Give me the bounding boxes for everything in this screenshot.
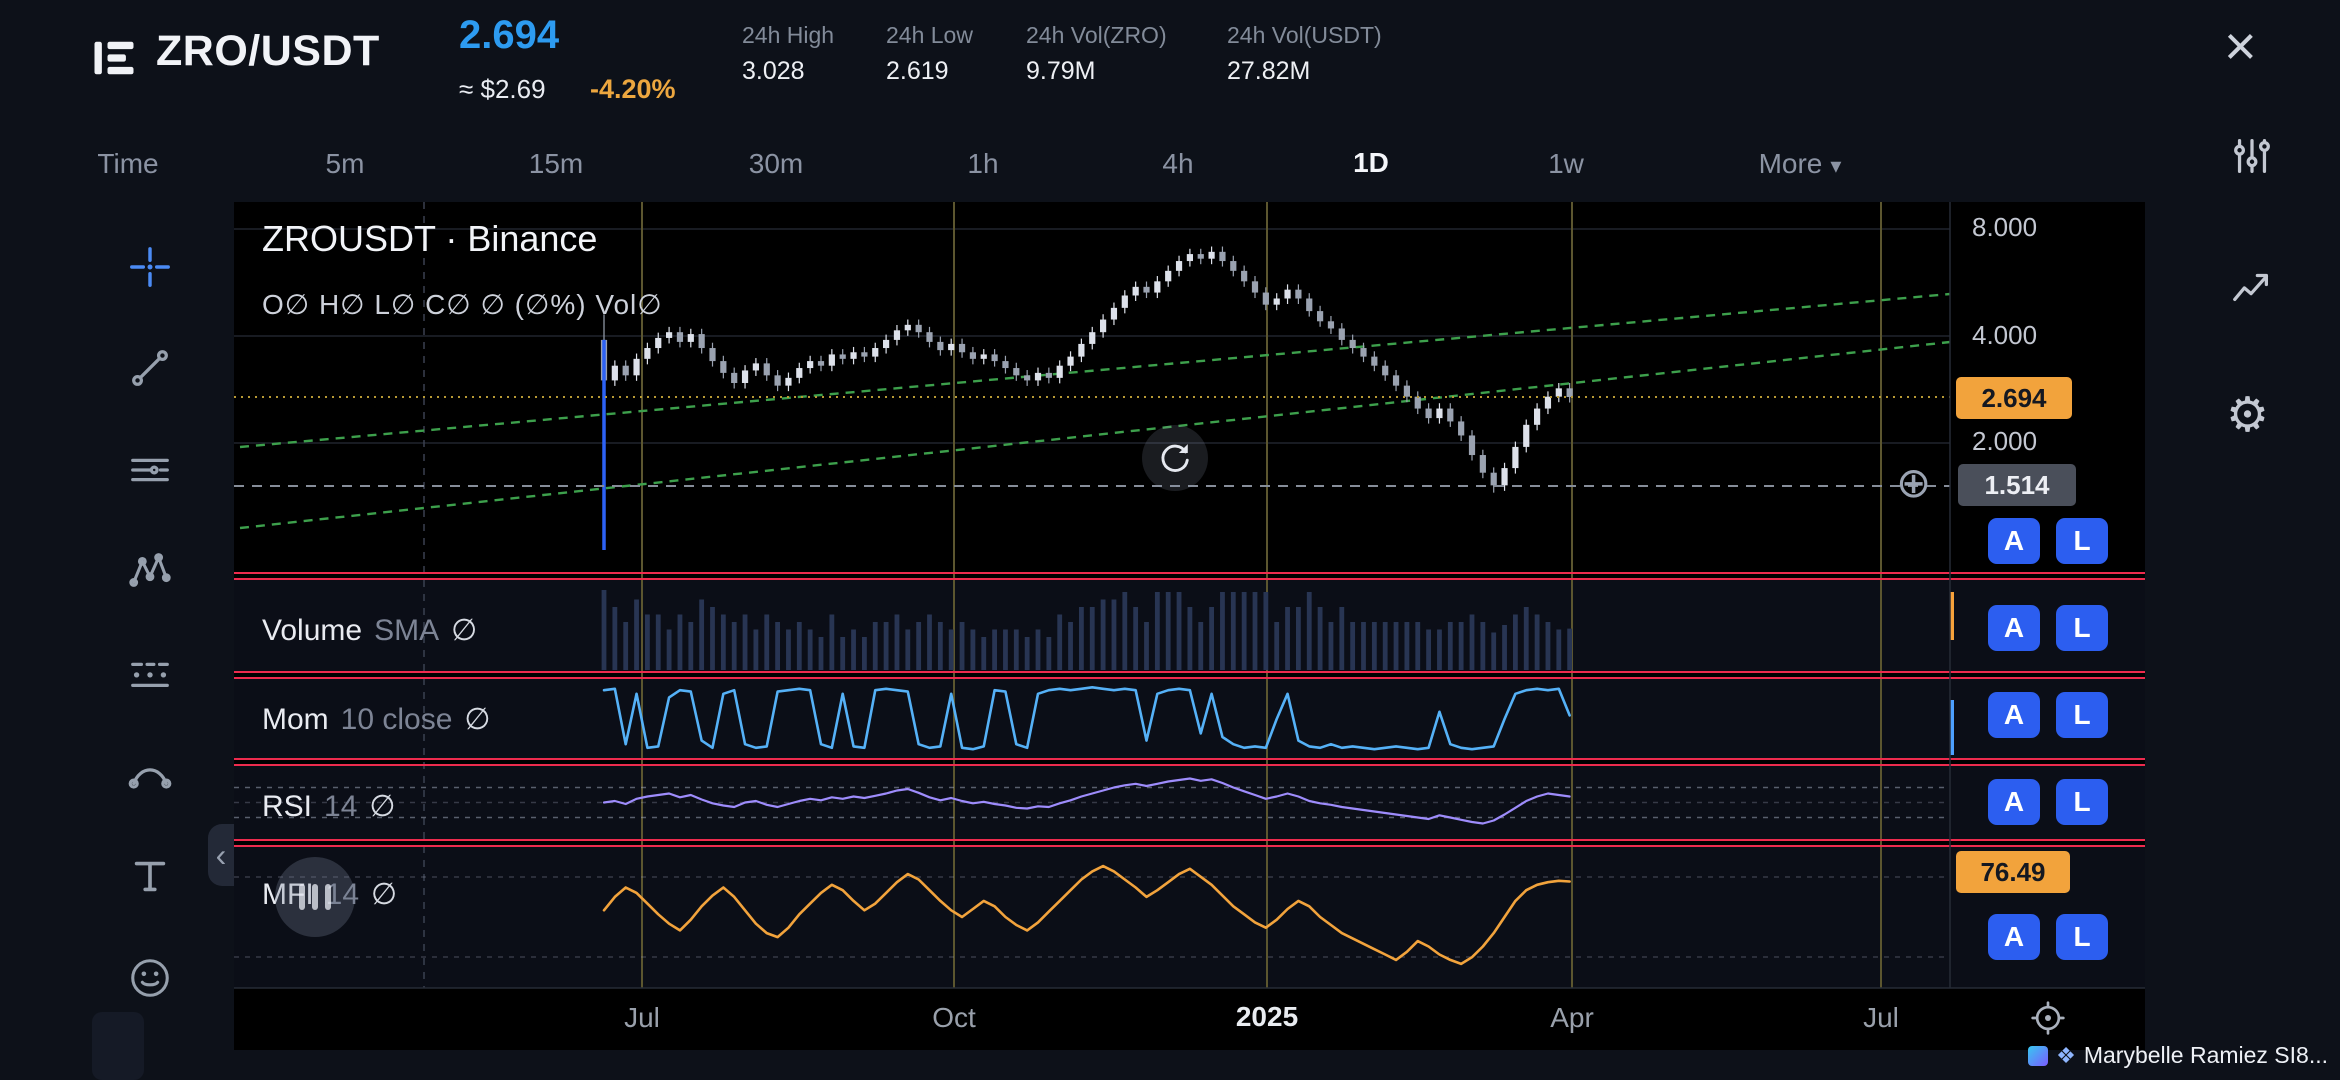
panel-label-rsi[interactable]: RSI 14 ∅ <box>262 789 396 824</box>
tab-15m[interactable]: 15m <box>528 148 584 179</box>
pattern-dots-tool-icon[interactable] <box>120 642 180 702</box>
refresh-button[interactable] <box>1142 425 1208 491</box>
chart-symbol-title: ZROUSDT · Binance <box>262 218 598 259</box>
emoji-tool-icon[interactable] <box>120 948 180 1008</box>
price-axis-label: 2.000 <box>1972 426 2038 456</box>
panel-params: 14 <box>324 790 358 823</box>
stat-value: 3.028 <box>742 57 805 85</box>
price-change: -4.20% <box>590 74 676 104</box>
stat-24h-vol-zro: 24h Vol(ZRO) 9.79M <box>1026 22 1167 86</box>
add-order-icon[interactable]: ⊕ <box>1896 459 1932 506</box>
panel-name: MFI <box>262 878 314 911</box>
stat-value: 27.82M <box>1227 57 1311 85</box>
panel-button-a-mfi[interactable]: A <box>1988 914 2040 960</box>
panel-name: Volume <box>262 614 363 647</box>
price-axis-label: 8.000 <box>1972 212 2038 242</box>
close-icon[interactable]: × <box>2224 14 2257 77</box>
stat-value: 9.79M <box>1026 57 1096 85</box>
time-axis-label: Jul <box>1863 1002 1899 1033</box>
watermark-text: Marybelle Ramiez SI8... <box>2083 1042 2328 1068</box>
xabcd-pattern-tool-icon[interactable] <box>120 540 180 600</box>
stat-24h-high: 24h High 3.028 <box>742 22 834 86</box>
diamond-icon: ❖ <box>2056 1042 2076 1068</box>
panel-button-l-main[interactable]: L <box>2056 518 2108 564</box>
tab-1h[interactable]: 1h <box>967 148 999 179</box>
panel-button-l-volume[interactable]: L <box>2056 605 2108 651</box>
toolbar-scroll-hint <box>92 1012 144 1080</box>
binance-logo <box>88 32 140 84</box>
trendline-tool-icon[interactable] <box>120 338 180 398</box>
tab-1w[interactable]: 1w <box>1548 148 1584 179</box>
stat-24h-low: 24h Low 2.619 <box>886 22 973 86</box>
timeline-focus-icon[interactable] <box>2028 998 2068 1038</box>
indicators-icon[interactable] <box>2228 132 2276 180</box>
horizontal-lines-tool-icon[interactable] <box>120 440 180 500</box>
stat-label: 24h High <box>742 22 835 48</box>
tab-5m[interactable]: 5m <box>325 148 365 179</box>
panel-name: Mom <box>262 703 329 736</box>
panel-name: RSI <box>262 790 313 823</box>
panel-button-a-mom[interactable]: A <box>1988 692 2040 738</box>
tab-30m[interactable]: 30m <box>748 148 804 179</box>
panel-label-mfi[interactable]: MFI 14 ∅ <box>262 877 397 912</box>
time-axis-label-year: 2025 <box>1235 1001 1299 1032</box>
panel-button-a-rsi[interactable]: A <box>1988 779 2040 825</box>
stat-value: 2.619 <box>886 57 949 85</box>
panel-label-mom[interactable]: Mom 10 close ∅ <box>262 702 491 737</box>
price-usd: ≈ $2.69 <box>459 74 546 104</box>
curve-tool-icon[interactable] <box>120 744 180 804</box>
panel-button-l-mom[interactable]: L <box>2056 692 2108 738</box>
panel-button-l-mfi[interactable]: L <box>2056 914 2108 960</box>
line-chart-icon[interactable] <box>2228 262 2276 310</box>
tab-4h[interactable]: 4h <box>1162 148 1194 179</box>
last-price-badge: 2.694 <box>1956 377 2072 419</box>
text-tool-icon[interactable] <box>120 846 180 906</box>
tab-more[interactable]: More ▾ <box>1759 148 1842 180</box>
tab-time[interactable]: Time <box>97 148 159 179</box>
support-level-badge: 1.514 <box>1958 464 2076 506</box>
watermark: ❖ Marybelle Ramiez SI8... <box>2028 1042 2328 1069</box>
toolbar-collapse-handle[interactable]: ‹ <box>208 824 234 886</box>
stat-label: 24h Vol(ZRO) <box>1026 22 1167 48</box>
chevron-left-icon: ‹ <box>215 836 227 873</box>
panel-value: ∅ <box>371 878 398 911</box>
gear-icon[interactable]: ⚙ <box>2226 389 2270 442</box>
panel-label-volume[interactable]: Volume SMA ∅ <box>262 613 477 648</box>
panel-value: ∅ <box>369 790 396 823</box>
panel-params: 14 <box>325 878 360 911</box>
pair-title: ZRO/USDT <box>156 27 380 75</box>
tab-more-label: More <box>1758 148 1823 179</box>
panel-params: SMA <box>374 614 440 647</box>
panel-value: ∅ <box>451 614 478 647</box>
crosshair-tool-icon[interactable] <box>120 237 180 297</box>
time-axis-label: Apr <box>1550 1002 1594 1033</box>
panel-button-a-volume[interactable]: A <box>1988 605 2040 651</box>
floating-handle[interactable] <box>275 857 355 937</box>
watermark-badge-icon <box>2028 1045 2049 1066</box>
stat-label: 24h Low <box>886 22 973 48</box>
price-axis-label: 4.000 <box>1972 320 2038 350</box>
time-axis-label: Oct <box>932 1002 976 1033</box>
price-chart-canvas[interactable] <box>234 202 2145 1050</box>
tab-1d-selected[interactable]: 1D <box>1353 147 1389 178</box>
stat-label: 24h Vol(USDT) <box>1227 22 1382 48</box>
time-axis-label: Jul <box>624 1002 660 1033</box>
panel-params: 10 close <box>340 703 453 736</box>
chevron-down-icon: ▾ <box>1830 153 1842 178</box>
mfi-value-badge: 76.49 <box>1956 851 2070 893</box>
stat-24h-vol-usdt: 24h Vol(USDT) 27.82M <box>1227 22 1382 86</box>
last-price: 2.694 <box>459 13 560 57</box>
panel-button-a-main[interactable]: A <box>1988 518 2040 564</box>
panel-value: ∅ <box>464 703 491 736</box>
panel-button-l-rsi[interactable]: L <box>2056 779 2108 825</box>
ohlc-legend: O∅ H∅ L∅ C∅ ∅ (∅%) Vol∅ <box>262 289 663 320</box>
